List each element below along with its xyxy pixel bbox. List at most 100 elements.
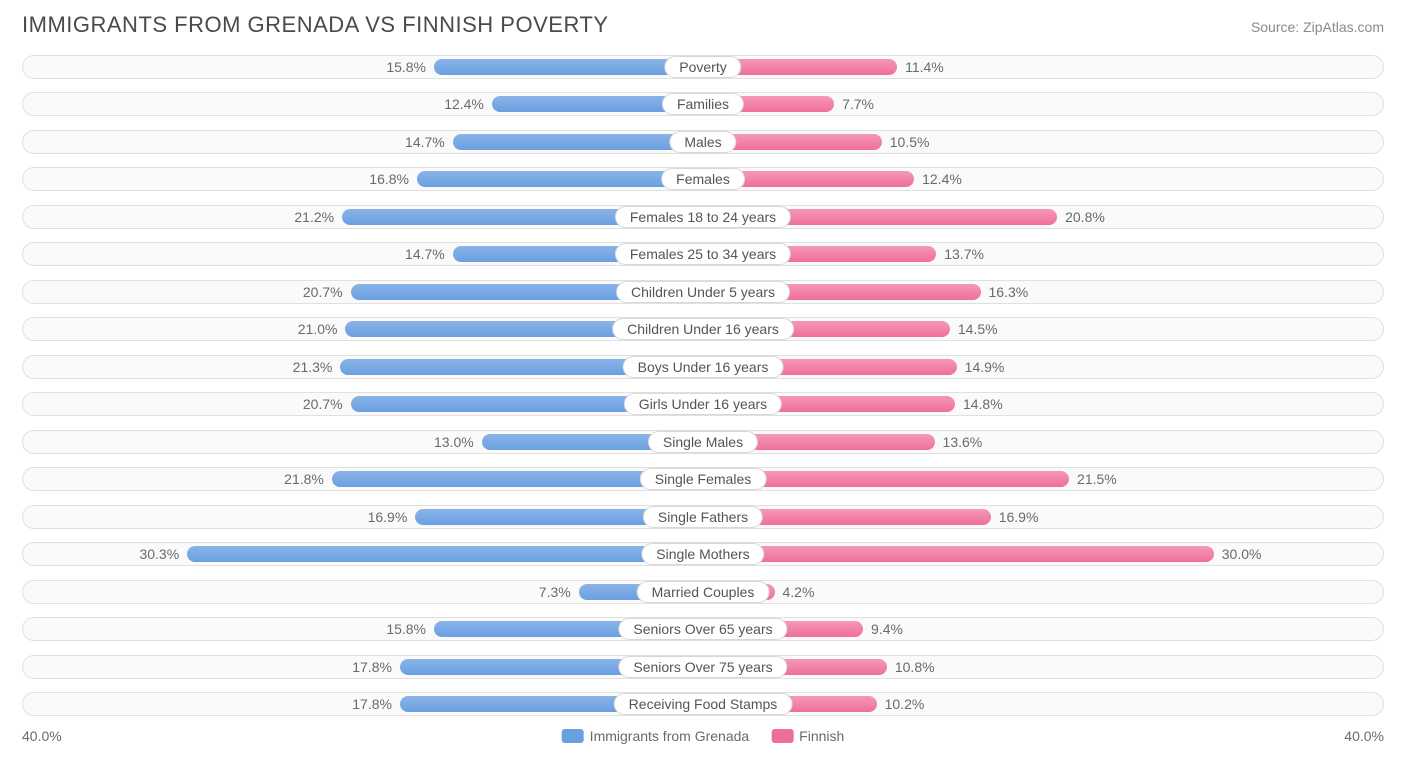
value-right: 11.4%	[897, 59, 952, 75]
row-left-half: 17.8%	[22, 688, 703, 722]
category-label: Seniors Over 75 years	[618, 656, 787, 678]
category-label: Children Under 5 years	[616, 281, 790, 303]
row-left-half: 21.2%	[22, 200, 703, 234]
category-label: Seniors Over 65 years	[618, 618, 787, 640]
row-right-half: 9.4%	[703, 613, 1384, 647]
source-label: Source: ZipAtlas.com	[1251, 19, 1384, 35]
value-right: 30.0%	[1214, 546, 1270, 562]
value-left: 7.3%	[531, 584, 579, 600]
value-left: 14.7%	[397, 134, 453, 150]
value-right: 21.5%	[1069, 471, 1125, 487]
row-right-half: 7.7%	[703, 88, 1384, 122]
value-right: 16.3%	[981, 284, 1037, 300]
chart-row: 13.0%13.6%Single Males	[22, 425, 1384, 459]
chart-row: 21.2%20.8%Females 18 to 24 years	[22, 200, 1384, 234]
bar-left	[417, 171, 703, 187]
value-left: 16.8%	[361, 171, 417, 187]
value-left: 21.0%	[290, 321, 346, 337]
value-left: 20.7%	[295, 396, 351, 412]
value-right: 13.7%	[936, 246, 992, 262]
row-right-half: 30.0%	[703, 538, 1384, 572]
row-right-half: 11.4%	[703, 50, 1384, 84]
chart-row: 20.7% 14.8% Girls Under 16 years	[22, 388, 1384, 422]
value-right: 14.8%	[955, 396, 1011, 412]
chart-row: 21.8% 21.5% Single Females	[22, 463, 1384, 497]
bar-left	[434, 59, 703, 75]
chart-row: 15.8%9.4%Seniors Over 65 years	[22, 613, 1384, 647]
value-left: 17.8%	[344, 696, 400, 712]
legend-swatch-left	[562, 729, 584, 743]
value-left: 30.3%	[131, 546, 187, 562]
value-right: 12.4%	[914, 171, 970, 187]
row-left-half: 30.3%	[22, 538, 703, 572]
row-left-half: 14.7%	[22, 238, 703, 272]
category-label: Females	[661, 168, 745, 190]
value-left: 16.9%	[360, 509, 416, 525]
value-right: 10.5%	[882, 134, 938, 150]
axis-max-right: 40.0%	[1344, 728, 1384, 744]
row-left-half: 21.8%	[22, 463, 703, 497]
row-right-half: 20.8%	[703, 200, 1384, 234]
row-right-half: 14.8%	[703, 388, 1384, 422]
value-left: 21.8%	[276, 471, 332, 487]
bar-left	[187, 546, 703, 562]
chart-footer: 40.0% Immigrants from Grenada Finnish 40…	[22, 728, 1384, 744]
category-label: Single Mothers	[641, 543, 764, 565]
chart-row: 16.9%16.9%Single Fathers	[22, 500, 1384, 534]
value-right: 9.4%	[863, 621, 911, 637]
category-label: Families	[662, 93, 744, 115]
value-right: 13.6%	[935, 434, 991, 450]
row-left-half: 21.3%	[22, 350, 703, 384]
row-left-half: 15.8%	[22, 50, 703, 84]
row-right-half: 10.5%	[703, 125, 1384, 159]
bar-right	[703, 546, 1214, 562]
value-left: 12.4%	[436, 96, 492, 112]
row-left-half: 13.0%	[22, 425, 703, 459]
row-left-half: 16.9%	[22, 500, 703, 534]
chart-row: 16.8% 12.4% Females	[22, 163, 1384, 197]
value-left: 13.0%	[426, 434, 482, 450]
chart-row: 20.7% 16.3% Children Under 5 years	[22, 275, 1384, 309]
row-right-half: 4.2%	[703, 575, 1384, 609]
legend-item-left: Immigrants from Grenada	[562, 728, 750, 744]
chart-header: IMMIGRANTS FROM GRENADA VS FINNISH POVER…	[0, 0, 1406, 46]
row-right-half: 12.4%	[703, 163, 1384, 197]
row-right-half: 13.7%	[703, 238, 1384, 272]
legend: Immigrants from Grenada Finnish	[562, 728, 845, 744]
value-right: 10.8%	[887, 659, 943, 675]
row-left-half: 20.7%	[22, 275, 703, 309]
value-left: 21.3%	[285, 359, 341, 375]
chart-row: 21.0% 14.5% Children Under 16 years	[22, 313, 1384, 347]
chart-row: 7.3% 4.2%Married Couples	[22, 575, 1384, 609]
row-left-half: 21.0%	[22, 313, 703, 347]
category-label: Married Couples	[637, 581, 770, 603]
value-right: 14.9%	[957, 359, 1013, 375]
chart-row: 17.8%10.2%Receiving Food Stamps	[22, 688, 1384, 722]
category-label: Single Females	[640, 468, 767, 490]
chart-body: 15.8%11.4%Poverty12.4%7.7%Families14.7%1…	[0, 46, 1406, 721]
row-right-half: 16.3%	[703, 275, 1384, 309]
value-left: 15.8%	[378, 59, 434, 75]
legend-label-right: Finnish	[799, 728, 844, 744]
chart-row: 14.7% 13.7% Females 25 to 34 years	[22, 238, 1384, 272]
category-label: Children Under 16 years	[612, 318, 794, 340]
value-right: 14.5%	[950, 321, 1006, 337]
chart-row: 12.4% 7.7% Families	[22, 88, 1384, 122]
value-right: 7.7%	[834, 96, 882, 112]
chart-row: 30.3% 30.0% Single Mothers	[22, 538, 1384, 572]
row-right-half: 14.5%	[703, 313, 1384, 347]
chart-row: 14.7%10.5%Males	[22, 125, 1384, 159]
category-label: Females 25 to 34 years	[615, 243, 791, 265]
value-left: 21.2%	[286, 209, 342, 225]
category-label: Girls Under 16 years	[624, 393, 782, 415]
axis-max-left: 40.0%	[22, 728, 62, 744]
row-left-half: 20.7%	[22, 388, 703, 422]
row-left-half: 7.3%	[22, 575, 703, 609]
chart-row: 17.8%10.8%Seniors Over 75 years	[22, 650, 1384, 684]
value-right: 20.8%	[1057, 209, 1113, 225]
category-label: Boys Under 16 years	[623, 356, 784, 378]
category-label: Receiving Food Stamps	[614, 693, 793, 715]
legend-label-left: Immigrants from Grenada	[590, 728, 750, 744]
category-label: Single Fathers	[643, 506, 763, 528]
row-right-half: 13.6%	[703, 425, 1384, 459]
